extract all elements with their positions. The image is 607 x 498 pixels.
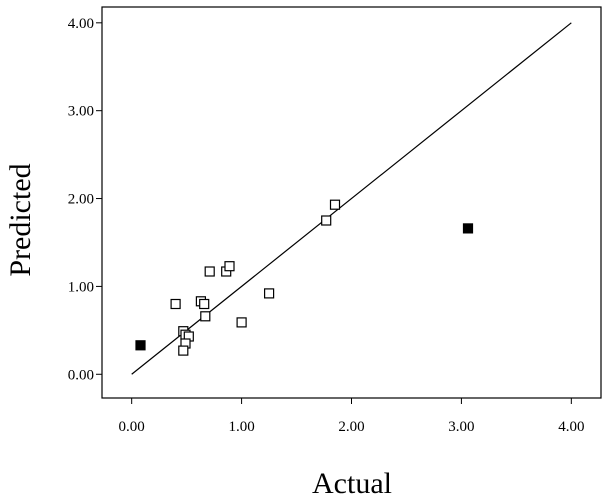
open-square-point — [264, 288, 275, 299]
open-square-point — [200, 311, 211, 322]
x-axis-title: Actual — [312, 467, 392, 498]
y-tick-label: 2.00 — [68, 192, 94, 208]
y-tick-label: 4.00 — [68, 16, 94, 32]
filled-square-point — [462, 223, 474, 234]
filled-square-point — [135, 340, 146, 351]
axes: 0.00 1.00 2.00 3.00 4.00 0.00 1.00 2.00 3.00 4.00 — [68, 6, 602, 435]
x-tick-label: 0.00 — [119, 419, 145, 435]
open-square-point — [224, 261, 235, 272]
reference-line — [131, 22, 572, 375]
x-tick-label: 3.00 — [448, 419, 474, 435]
open-square-point — [178, 345, 189, 356]
data-points — [135, 199, 474, 356]
plot-frame — [101, 6, 602, 399]
y-tick-label: 3.00 — [68, 104, 94, 120]
open-square-point — [321, 215, 332, 226]
x-tick-label: 4.00 — [558, 419, 584, 435]
open-square-point — [204, 266, 215, 277]
open-square-point — [236, 317, 247, 328]
open-square-point — [329, 199, 341, 210]
y-tick-label: 0.00 — [68, 367, 94, 383]
open-square-point — [170, 298, 181, 310]
x-tick-label: 1.00 — [228, 419, 254, 435]
x-tick-label: 2.00 — [338, 419, 364, 435]
open-square-point — [199, 298, 210, 310]
y-tick-label: 1.00 — [68, 279, 94, 295]
y-axis-title: Predicted — [4, 163, 37, 276]
